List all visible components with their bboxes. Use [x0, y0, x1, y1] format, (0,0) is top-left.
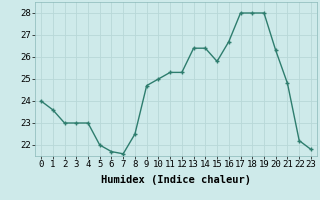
X-axis label: Humidex (Indice chaleur): Humidex (Indice chaleur) — [101, 175, 251, 185]
